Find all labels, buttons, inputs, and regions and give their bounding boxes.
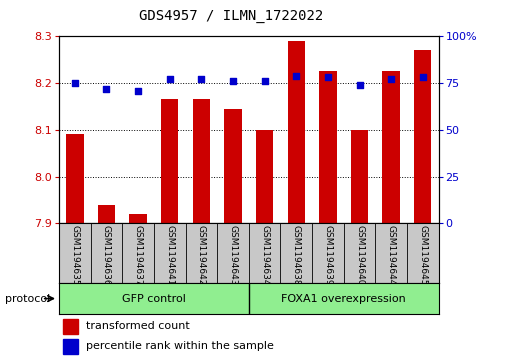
Text: GSM1194636: GSM1194636	[102, 225, 111, 286]
Point	[324, 74, 332, 80]
Bar	[66, 134, 84, 223]
Text: GSM1194635: GSM1194635	[70, 225, 80, 286]
Point	[197, 76, 205, 82]
Point	[229, 78, 237, 84]
Point	[166, 76, 174, 82]
Bar	[129, 214, 147, 223]
Point	[292, 73, 300, 78]
Bar	[224, 109, 242, 223]
Point	[261, 78, 269, 84]
Bar	[414, 50, 431, 223]
Text: protocol: protocol	[5, 294, 50, 303]
Bar	[63, 319, 78, 334]
Text: FOXA1 overexpression: FOXA1 overexpression	[281, 294, 406, 303]
Bar	[161, 99, 179, 223]
Bar	[288, 41, 305, 223]
Text: GFP control: GFP control	[122, 294, 186, 303]
Text: GSM1194643: GSM1194643	[228, 225, 238, 286]
Text: GDS4957 / ILMN_1722022: GDS4957 / ILMN_1722022	[139, 9, 323, 23]
Point	[387, 76, 395, 82]
Text: GSM1194642: GSM1194642	[197, 225, 206, 285]
Bar	[351, 130, 368, 223]
Bar	[383, 72, 400, 223]
Point	[419, 74, 427, 80]
Bar	[193, 99, 210, 223]
Text: GSM1194637: GSM1194637	[133, 225, 143, 286]
Text: GSM1194639: GSM1194639	[323, 225, 332, 286]
Text: GSM1194644: GSM1194644	[387, 225, 396, 285]
Text: GSM1194641: GSM1194641	[165, 225, 174, 286]
Text: GSM1194638: GSM1194638	[292, 225, 301, 286]
Bar	[256, 130, 273, 223]
Point	[102, 86, 110, 91]
Text: GSM1194645: GSM1194645	[418, 225, 427, 286]
Point	[356, 82, 364, 88]
Text: percentile rank within the sample: percentile rank within the sample	[86, 341, 273, 351]
Point	[71, 80, 79, 86]
Text: GSM1194640: GSM1194640	[355, 225, 364, 286]
Bar	[319, 72, 337, 223]
Text: transformed count: transformed count	[86, 321, 189, 331]
Bar	[63, 339, 78, 354]
Text: GSM1194634: GSM1194634	[260, 225, 269, 286]
Point	[134, 87, 142, 93]
Bar	[98, 204, 115, 223]
